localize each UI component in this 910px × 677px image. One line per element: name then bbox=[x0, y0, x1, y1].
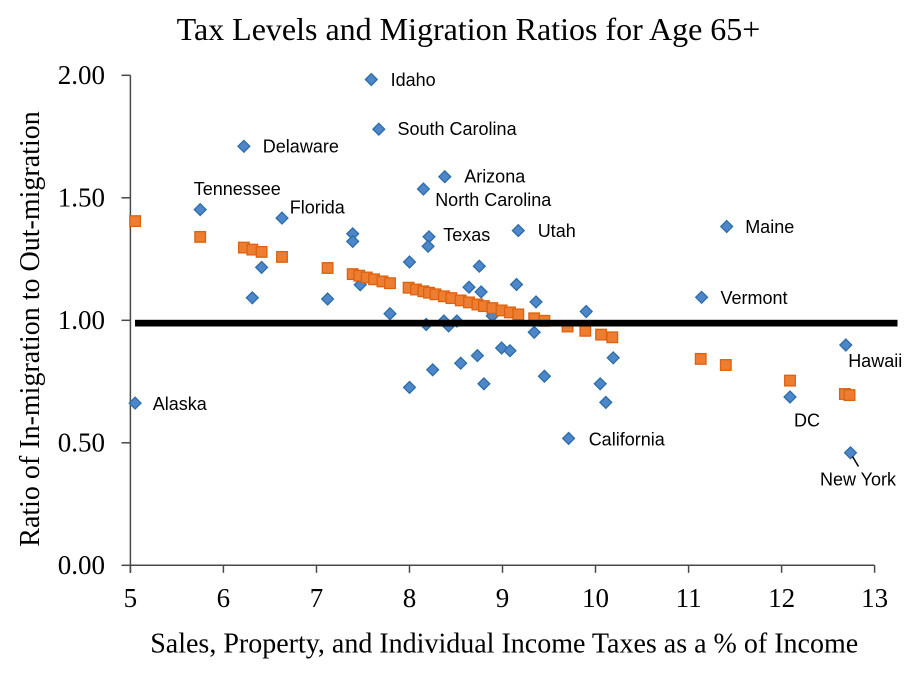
svg-text:Texas: Texas bbox=[443, 225, 490, 245]
svg-text:Alaska: Alaska bbox=[153, 394, 208, 414]
svg-text:Ratio of In-migration to Out-m: Ratio of In-migration to Out-migration bbox=[15, 111, 46, 546]
svg-text:5: 5 bbox=[124, 583, 138, 613]
svg-text:1.50: 1.50 bbox=[58, 183, 105, 213]
svg-text:12: 12 bbox=[768, 583, 795, 613]
svg-text:South Carolina: South Carolina bbox=[398, 119, 518, 139]
svg-text:9: 9 bbox=[496, 583, 510, 613]
svg-text:Arizona: Arizona bbox=[464, 166, 526, 186]
svg-text:Tennessee: Tennessee bbox=[194, 179, 281, 199]
svg-text:0.00: 0.00 bbox=[58, 550, 105, 580]
svg-text:13: 13 bbox=[861, 583, 888, 613]
svg-text:Maine: Maine bbox=[745, 217, 794, 237]
svg-text:2.00: 2.00 bbox=[58, 60, 105, 90]
svg-text:8: 8 bbox=[403, 583, 417, 613]
svg-text:Hawaii: Hawaii bbox=[848, 351, 902, 371]
svg-text:Vermont: Vermont bbox=[721, 288, 788, 308]
svg-text:Florida: Florida bbox=[290, 197, 346, 217]
svg-text:DC: DC bbox=[794, 411, 820, 431]
svg-text:11: 11 bbox=[676, 583, 702, 613]
svg-text:0.50: 0.50 bbox=[58, 428, 105, 458]
svg-text:7: 7 bbox=[310, 583, 324, 613]
svg-text:Delaware: Delaware bbox=[263, 137, 339, 157]
svg-text:Idaho: Idaho bbox=[391, 70, 436, 90]
svg-text:Utah: Utah bbox=[538, 221, 576, 241]
svg-text:Sales, Property, and Individua: Sales, Property, and Individual Income T… bbox=[150, 628, 858, 659]
svg-text:California: California bbox=[589, 429, 666, 449]
svg-text:1.00: 1.00 bbox=[58, 305, 105, 335]
svg-text:6: 6 bbox=[217, 583, 231, 613]
svg-text:North Carolina: North Carolina bbox=[435, 190, 552, 210]
svg-text:Tax Levels and Migration Ratio: Tax Levels and Migration Ratios for Age … bbox=[177, 11, 761, 47]
svg-text:New York: New York bbox=[820, 470, 897, 490]
svg-text:10: 10 bbox=[582, 583, 609, 613]
